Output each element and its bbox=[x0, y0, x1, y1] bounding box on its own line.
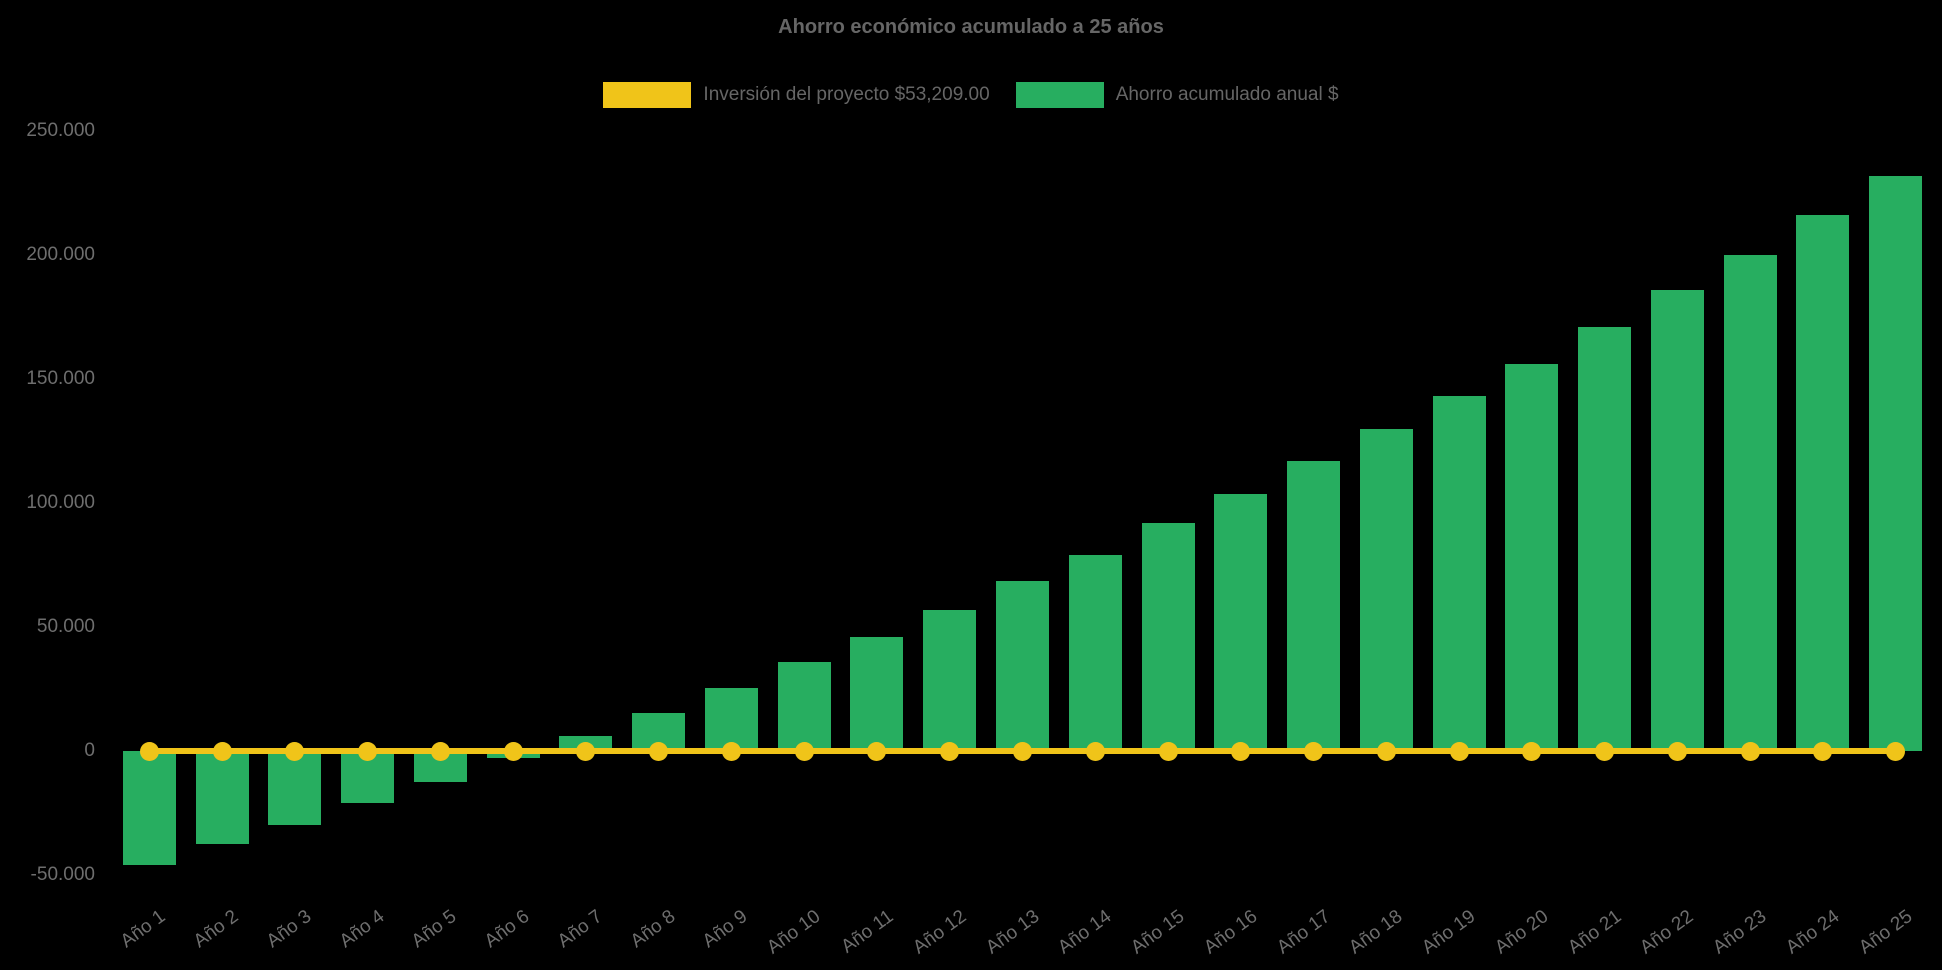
legend-label-ahorro: Ahorro acumulado anual $ bbox=[1115, 84, 1339, 105]
legend-item-ahorro[interactable]: Ahorro acumulado anual $ bbox=[1015, 82, 1339, 108]
bar-año-13[interactable] bbox=[996, 581, 1049, 751]
bar-año-1[interactable] bbox=[122, 751, 176, 866]
legend-swatch-ahorro bbox=[1015, 82, 1104, 108]
legend-label-inversion: Inversión del proyecto $53,209.00 bbox=[703, 84, 990, 105]
y-axis-label: 100.000 bbox=[26, 492, 95, 513]
x-axis-label-año-1: Año 1 bbox=[117, 906, 170, 953]
bar-año-12[interactable] bbox=[923, 609, 977, 751]
bar-año-23[interactable] bbox=[1723, 255, 1777, 751]
bar-año-20[interactable] bbox=[1505, 364, 1559, 751]
bar-año-14[interactable] bbox=[1068, 555, 1122, 751]
bar-año-10[interactable] bbox=[777, 661, 831, 751]
inversion-line-marker[interactable] bbox=[576, 741, 596, 761]
y-axis-label: 50.000 bbox=[36, 616, 95, 637]
y-axis-label: 0 bbox=[84, 740, 95, 761]
bar-año-24[interactable] bbox=[1796, 215, 1850, 751]
bar-año-11[interactable] bbox=[850, 636, 904, 751]
legend-swatch-inversion bbox=[603, 82, 692, 108]
inversion-line-marker[interactable] bbox=[1304, 741, 1324, 761]
inversion-line-marker[interactable] bbox=[1158, 741, 1178, 761]
y-axis-label: 200.000 bbox=[26, 244, 95, 265]
bar-año-18[interactable] bbox=[1359, 428, 1413, 751]
y-axis-label: -50.000 bbox=[30, 864, 95, 885]
bar-año-3[interactable] bbox=[268, 751, 322, 826]
inversion-line-marker[interactable] bbox=[285, 741, 305, 761]
chart-title: Ahorro económico acumulado a 25 años bbox=[778, 16, 1164, 38]
bar-año-15[interactable] bbox=[1141, 522, 1195, 751]
inversion-line-marker[interactable] bbox=[1522, 741, 1542, 761]
inversion-line-marker[interactable] bbox=[1231, 741, 1251, 761]
inversion-line-marker[interactable] bbox=[358, 741, 378, 761]
inversion-line-marker[interactable] bbox=[212, 741, 232, 761]
inversion-line-marker[interactable] bbox=[1886, 741, 1906, 761]
inversion-line-marker[interactable] bbox=[139, 741, 159, 761]
chart-legend: Inversión del proyecto $53,209.00 Ahorro… bbox=[0, 82, 1942, 108]
inversion-line-marker[interactable] bbox=[649, 741, 669, 761]
inversion-line-marker[interactable] bbox=[503, 741, 523, 761]
bar-año-16[interactable] bbox=[1214, 494, 1268, 751]
bar-año-19[interactable] bbox=[1432, 396, 1486, 751]
inversion-line-marker[interactable] bbox=[1667, 741, 1687, 761]
bar-año-17[interactable] bbox=[1287, 460, 1341, 751]
inversion-line-marker[interactable] bbox=[1013, 741, 1032, 761]
inversion-line-marker[interactable] bbox=[1449, 741, 1469, 761]
bar-año-2[interactable] bbox=[195, 751, 249, 844]
inversion-line-marker[interactable] bbox=[1740, 741, 1760, 761]
y-axis-label: 250.000 bbox=[26, 120, 95, 141]
inversion-line-marker[interactable] bbox=[794, 741, 814, 761]
inversion-line-marker[interactable] bbox=[1376, 741, 1396, 761]
inversion-line-marker[interactable] bbox=[1595, 741, 1615, 761]
bar-año-21[interactable] bbox=[1578, 326, 1632, 751]
inversion-line-marker[interactable] bbox=[867, 741, 887, 761]
bar-año-22[interactable] bbox=[1650, 289, 1704, 751]
bar-año-25[interactable] bbox=[1869, 175, 1923, 751]
inversion-line-marker[interactable] bbox=[1813, 741, 1833, 761]
inversion-line-marker[interactable] bbox=[721, 741, 741, 761]
inversion-line-marker[interactable] bbox=[430, 741, 450, 761]
bar-año-9[interactable] bbox=[704, 687, 758, 751]
inversion-line-marker[interactable] bbox=[1085, 741, 1105, 761]
legend-item-inversion[interactable]: Inversión del proyecto $53,209.00 bbox=[603, 82, 990, 108]
inversion-line-marker[interactable] bbox=[940, 741, 960, 761]
y-axis-label: 150.000 bbox=[26, 368, 95, 389]
